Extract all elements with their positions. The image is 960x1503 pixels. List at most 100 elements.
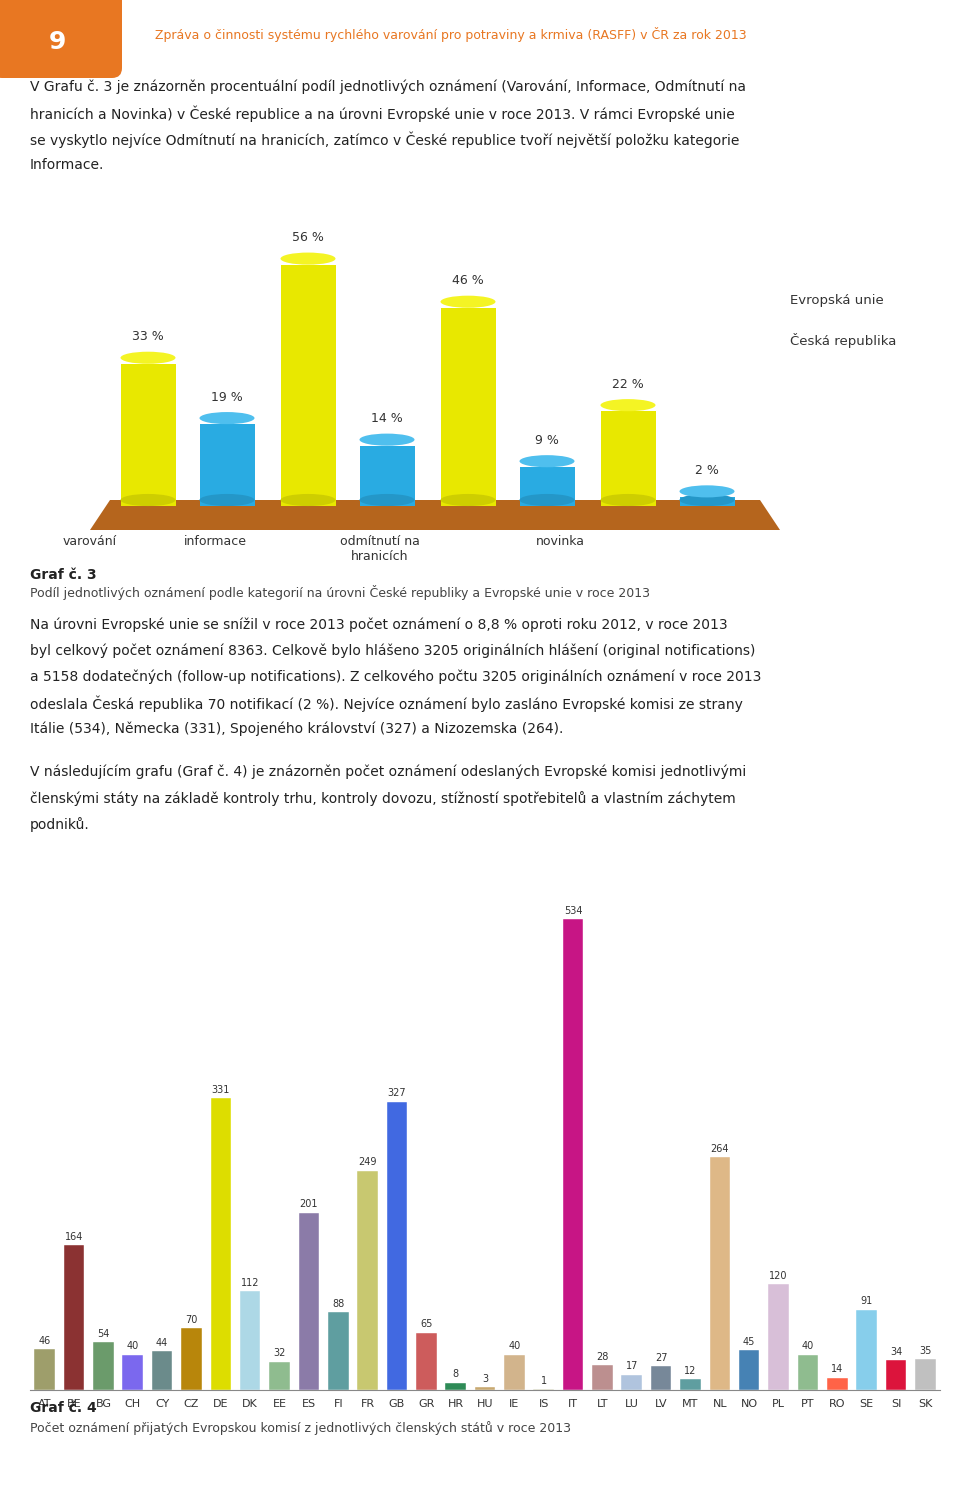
Text: 249: 249 (358, 1157, 377, 1166)
Text: V následujícím grafu (Graf č. 4) je znázorněn počet oznámení odeslaných Evropské: V následujícím grafu (Graf č. 4) je znáz… (30, 765, 746, 780)
Bar (416, 1333, 437, 1390)
Bar (915, 1359, 936, 1390)
Text: 35: 35 (919, 1345, 931, 1356)
Text: Počet oznámení přijatých Evropskou komisí z jednotlivých členských států v roce : Počet oznámení přijatých Evropskou komis… (30, 1420, 571, 1435)
Text: 19 %: 19 % (211, 391, 243, 403)
Text: 2 %: 2 % (695, 464, 719, 476)
Bar (269, 1362, 290, 1390)
Text: 56 %: 56 % (292, 231, 324, 243)
Text: 40: 40 (802, 1341, 814, 1351)
Text: 22 %: 22 % (612, 377, 644, 391)
Text: 91: 91 (860, 1296, 873, 1306)
Bar (886, 1360, 906, 1390)
Text: 40: 40 (127, 1341, 139, 1351)
Bar (200, 424, 254, 507)
Text: V Grafu č. 3 je znázorněn procentuální podíl jednotlivých oznámení (Varování, In: V Grafu č. 3 je znázorněn procentuální p… (30, 80, 746, 95)
Text: 28: 28 (596, 1351, 609, 1362)
Bar (621, 1375, 642, 1390)
FancyBboxPatch shape (0, 0, 122, 78)
Bar (181, 1329, 202, 1390)
Text: 1: 1 (540, 1375, 547, 1386)
Ellipse shape (601, 400, 656, 412)
Bar (387, 1102, 407, 1390)
Ellipse shape (200, 412, 254, 424)
Bar (121, 364, 176, 507)
Text: 8: 8 (452, 1369, 459, 1380)
Text: odeslala Česká republika 70 notifikací (2 %). Nejvíce oznámení bylo zasláno Evro: odeslala Česká republika 70 notifikací (… (30, 694, 743, 711)
Ellipse shape (200, 494, 254, 507)
Text: 264: 264 (710, 1144, 729, 1154)
Bar (328, 1312, 348, 1390)
Bar (739, 1350, 759, 1390)
Bar (35, 1350, 55, 1390)
Text: Česká republika: Česká republika (790, 332, 897, 347)
Bar (280, 265, 335, 507)
Ellipse shape (441, 296, 495, 308)
Bar (768, 1284, 789, 1390)
Ellipse shape (359, 433, 415, 446)
Text: 40: 40 (508, 1341, 520, 1351)
Ellipse shape (680, 485, 734, 497)
Text: podniků.: podniků. (30, 818, 89, 833)
Bar (592, 1365, 612, 1390)
Text: 88: 88 (332, 1299, 345, 1309)
Bar (519, 467, 574, 507)
Text: 9 %: 9 % (535, 433, 559, 446)
Text: Graf č. 4: Graf č. 4 (30, 1401, 97, 1414)
Text: a 5158 dodatečných (follow-up notifications). Z celkového počtu 3205 originálníc: a 5158 dodatečných (follow-up notificati… (30, 669, 761, 684)
Text: Na úrovni Evropské unie se snížil v roce 2013 počet oznámení o 8,8 % oproti roku: Na úrovni Evropské unie se snížil v roce… (30, 618, 728, 631)
Text: varování: varování (63, 535, 117, 549)
Text: se vyskytlo nejvíce Odmítnutí na hranicích, zatímco v České republice tvoří nejv: se vyskytlo nejvíce Odmítnutí na hranicí… (30, 132, 739, 149)
Text: 27: 27 (655, 1353, 667, 1363)
Bar (123, 1354, 143, 1390)
Bar (240, 1291, 260, 1390)
Text: 120: 120 (769, 1270, 788, 1281)
Bar (475, 1387, 495, 1390)
Bar (357, 1171, 378, 1390)
Ellipse shape (121, 494, 176, 507)
Bar (359, 446, 415, 507)
Text: Graf č. 3: Graf č. 3 (30, 568, 97, 582)
Text: novinka: novinka (536, 535, 585, 549)
Text: 201: 201 (300, 1199, 318, 1210)
Bar (445, 1383, 466, 1390)
Bar (651, 1366, 671, 1390)
Bar (681, 1380, 701, 1390)
Text: 9: 9 (48, 30, 65, 54)
Text: 534: 534 (564, 906, 583, 915)
Bar (680, 497, 734, 507)
Text: 34: 34 (890, 1347, 902, 1357)
Ellipse shape (280, 494, 335, 507)
Ellipse shape (280, 253, 335, 265)
Bar (441, 308, 495, 507)
Bar (856, 1309, 876, 1390)
Text: 46 %: 46 % (452, 274, 484, 287)
Ellipse shape (441, 494, 495, 507)
Text: 164: 164 (65, 1232, 84, 1241)
Text: členskými státy na základě kontroly trhu, kontroly dovozu, stížností spotřebitel: členskými státy na základě kontroly trhu… (30, 791, 735, 806)
Ellipse shape (519, 455, 574, 467)
Bar (93, 1342, 113, 1390)
Text: 44: 44 (156, 1338, 168, 1348)
Bar (504, 1354, 524, 1390)
Bar (601, 412, 656, 507)
Text: informace: informace (183, 535, 247, 549)
Text: 65: 65 (420, 1320, 432, 1329)
Text: 32: 32 (274, 1348, 286, 1359)
Bar (210, 1099, 231, 1390)
Text: Itálie (534), Německa (331), Spojeného království (327) a Nizozemska (264).: Itálie (534), Německa (331), Spojeného k… (30, 721, 564, 735)
Text: 331: 331 (211, 1085, 230, 1094)
Text: 33 %: 33 % (132, 331, 164, 343)
Text: 3: 3 (482, 1374, 488, 1384)
Text: hranicích a Novinka) v České republice a na úrovni Evropské unie v roce 2013. V : hranicích a Novinka) v České republice a… (30, 107, 734, 123)
Bar (152, 1351, 173, 1390)
Bar (563, 920, 584, 1390)
Bar (299, 1213, 319, 1390)
Ellipse shape (680, 494, 734, 507)
Ellipse shape (359, 494, 415, 507)
Text: Evropská unie: Evropská unie (790, 293, 884, 307)
Text: Zpráva o činnosti systému rychlého varování pro potraviny a krmiva (RASFF) v ČR : Zpráva o činnosti systému rychlého varov… (155, 27, 747, 42)
Ellipse shape (601, 494, 656, 507)
Text: 70: 70 (185, 1315, 198, 1324)
Text: 12: 12 (684, 1366, 697, 1375)
